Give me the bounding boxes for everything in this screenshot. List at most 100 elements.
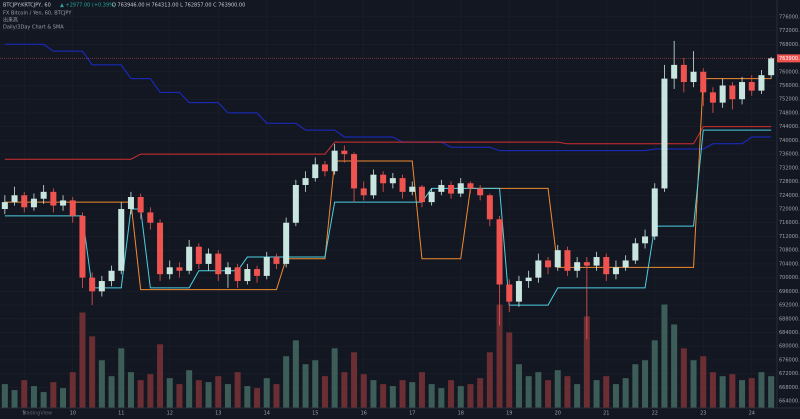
x-tick-label: 18 (458, 411, 464, 417)
volume-bar (244, 386, 251, 408)
candle-body (758, 75, 765, 91)
candle-body (661, 78, 668, 189)
y-tick-label: 676000.00 (779, 357, 800, 363)
volume-bar (50, 382, 57, 408)
volume-bar (719, 376, 726, 408)
candle-body (525, 277, 532, 282)
volume-bar (321, 376, 328, 408)
volume-bar (186, 370, 193, 408)
last-price-label: 763900.00 (779, 56, 800, 62)
volume-bar (486, 352, 493, 408)
volume-bar (147, 374, 154, 408)
indicator-line (4, 126, 772, 160)
volume-bar (700, 356, 707, 408)
change: ▲ +2977.00 (+0.39%) (60, 3, 116, 9)
brand: TradingView (21, 411, 52, 417)
x-tick-label: 10 (70, 411, 76, 417)
y-tick-label: 700000.00 (779, 275, 800, 281)
candle-body (234, 267, 241, 282)
candle-body (79, 215, 86, 278)
y-tick-label: 720000.00 (779, 207, 800, 213)
candle-body (292, 184, 299, 223)
volume-bar (302, 364, 309, 408)
volume-bar (457, 386, 464, 408)
y-tick-label: 756000.00 (779, 83, 800, 89)
candle-body (186, 246, 193, 271)
y-tick-label: 712000.00 (779, 234, 800, 240)
y-tick-label: 776000.00 (779, 14, 800, 20)
volume-bar (166, 378, 173, 408)
volume-bar (312, 360, 319, 408)
volume-bar (137, 380, 144, 408)
volume-bar (680, 348, 687, 408)
volume-bar (331, 348, 338, 408)
candle-body (21, 195, 28, 208)
candle-body (574, 262, 581, 271)
candle-body (1, 202, 8, 209)
candle-body (515, 281, 522, 302)
candle-body (40, 191, 47, 199)
candle-body (477, 188, 484, 196)
last-price-box (777, 54, 800, 63)
candle-body (418, 186, 425, 203)
volume-bar (496, 304, 503, 408)
candle-body (215, 253, 222, 275)
x-tick-label: 12 (167, 411, 173, 417)
y-tick-label: 680000.00 (779, 344, 800, 350)
candle-body (651, 188, 658, 237)
x-tick-label: 14 (264, 411, 270, 417)
volume-bar (60, 388, 67, 408)
candle-body (263, 257, 270, 276)
candle-body (331, 150, 338, 172)
volume-bar (108, 376, 115, 408)
candle-body (341, 150, 348, 155)
volume-bar (205, 382, 212, 408)
volume-bar (603, 376, 610, 408)
volume-bar (351, 352, 358, 408)
y-tick-label: 736000.00 (779, 152, 800, 158)
volume-bar (215, 376, 222, 408)
candle-body (389, 178, 396, 184)
y-tick-label: 704000.00 (779, 261, 800, 267)
y-tick-label: 696000.00 (779, 289, 800, 295)
candle-body (166, 267, 173, 275)
volume-bar (234, 372, 241, 408)
y-tick-label: 752000.00 (779, 97, 800, 103)
candle-body (69, 200, 76, 216)
volume-bar (506, 332, 513, 408)
y-tick-label: 772000.00 (779, 28, 800, 34)
volume-bar (739, 380, 746, 408)
candle-body (409, 186, 416, 192)
indicator-line (4, 43, 772, 152)
volume-bar (428, 384, 435, 408)
volume-bar (40, 392, 47, 408)
volume-bar (642, 360, 649, 408)
ohlc: O 763946.00 H 764313.00 L 762857.00 C 76… (112, 3, 245, 9)
candle-body (448, 184, 455, 194)
volume-bar (118, 348, 125, 408)
candle-body (273, 257, 280, 264)
volume-bar (574, 384, 581, 408)
candle-body (312, 164, 319, 179)
volume-bar (292, 340, 299, 408)
candle-body (632, 243, 639, 261)
volume-bar (467, 384, 474, 408)
y-tick-label: 668000.00 (779, 385, 800, 391)
candle-body (671, 64, 678, 79)
volume-bar (690, 360, 697, 408)
candle-body (360, 188, 367, 196)
volume-bar (535, 372, 542, 408)
candle-body (719, 85, 726, 103)
volume-bar (1, 384, 8, 408)
candle-body (254, 269, 261, 276)
candle-body (224, 267, 231, 275)
y-tick-label: 732000.00 (779, 165, 800, 171)
candle-body (768, 58, 775, 76)
indicator-line (4, 78, 772, 291)
candle-body (748, 82, 755, 91)
candle-body (690, 71, 697, 83)
volume-bar (79, 312, 86, 408)
volume-bar (89, 336, 96, 408)
candle-body (380, 174, 387, 184)
